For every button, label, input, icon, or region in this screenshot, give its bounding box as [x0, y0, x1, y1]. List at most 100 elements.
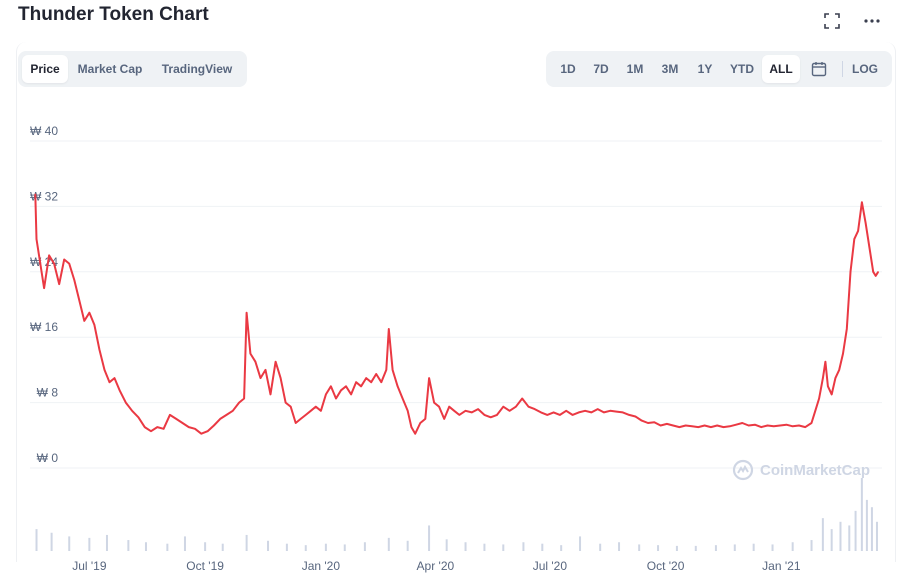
- price-point: [849, 271, 852, 273]
- y-axis-ticks: ₩ 0₩ 8₩ 16₩ 24₩ 32₩ 40: [30, 124, 58, 465]
- log-toggle[interactable]: LOG: [852, 62, 878, 76]
- price-point: [527, 406, 530, 408]
- price-line[interactable]: [34, 194, 880, 435]
- volume-bar: [267, 540, 270, 551]
- range-1y[interactable]: 1Y: [697, 62, 713, 76]
- price-point: [345, 385, 347, 387]
- x-tick-label: Jan '20: [302, 559, 341, 573]
- price-point: [156, 426, 158, 428]
- price-point: [269, 393, 272, 395]
- price-point: [515, 406, 517, 408]
- range-1d[interactable]: 1D: [560, 62, 576, 76]
- price-point: [647, 422, 649, 424]
- price-point: [254, 361, 256, 363]
- range-1m[interactable]: 1M: [626, 62, 644, 76]
- volume-bar: [363, 542, 366, 551]
- price-point: [443, 418, 445, 420]
- price-point: [766, 424, 769, 427]
- chart-title: Thunder Token Chart: [18, 4, 209, 25]
- price-point: [534, 408, 536, 410]
- price-point: [458, 414, 460, 416]
- price-point: [754, 424, 756, 426]
- price-point: [685, 424, 687, 427]
- volume-bar: [304, 545, 307, 551]
- price-point: [380, 381, 382, 383]
- price-point: [814, 410, 816, 412]
- range-divider: [842, 61, 843, 77]
- coinmarketcap-watermark: CoinMarketCap: [732, 459, 870, 481]
- price-point: [666, 423, 668, 425]
- volume-bar: [675, 545, 678, 551]
- x-tick-label: Jul '19: [72, 559, 107, 573]
- price-point: [103, 369, 106, 371]
- range-selector: 1D 7D 1M 3M 1Y YTD ALL LOG: [546, 51, 892, 87]
- price-point: [471, 411, 473, 413]
- price-point: [722, 426, 725, 428]
- price-point: [169, 414, 171, 416]
- price-point: [634, 415, 637, 418]
- more-icon[interactable]: [862, 11, 882, 31]
- price-point: [181, 422, 184, 424]
- volume-bar: [245, 534, 248, 551]
- price-point: [360, 385, 362, 387]
- price-point: [490, 416, 492, 418]
- price-point: [58, 283, 60, 285]
- price-point: [846, 328, 848, 330]
- volume-bar: [522, 542, 525, 551]
- volume-bar: [221, 543, 224, 551]
- price-point: [53, 263, 55, 265]
- volume-bar: [638, 544, 641, 551]
- price-point: [137, 416, 139, 418]
- volume-bar: [560, 545, 563, 551]
- range-all[interactable]: ALL: [762, 55, 800, 83]
- price-point: [392, 369, 394, 371]
- price-point: [453, 410, 455, 412]
- range-3m[interactable]: 3M: [661, 62, 679, 76]
- calendar-icon[interactable]: [800, 55, 838, 83]
- price-point: [73, 279, 75, 281]
- price-point: [842, 353, 844, 355]
- tab-market-cap[interactable]: Market Cap: [77, 62, 143, 76]
- price-point: [875, 275, 877, 277]
- range-ytd[interactable]: YTD: [730, 62, 754, 76]
- price-point: [464, 410, 467, 412]
- tab-price[interactable]: Price: [22, 55, 68, 83]
- volume-bar: [830, 529, 833, 551]
- y-tick-label: ₩ 16: [30, 320, 58, 334]
- price-point: [824, 361, 827, 363]
- grid-lines: [30, 140, 882, 469]
- y-tick-label: ₩ 32: [30, 189, 58, 203]
- volume-bar: [68, 536, 71, 551]
- price-point: [660, 424, 662, 427]
- chart-type-tabs: Price Market Cap TradingView: [18, 51, 247, 87]
- tab-tradingview[interactable]: TradingView: [161, 62, 233, 76]
- x-tick-label: Oct '20: [647, 559, 685, 573]
- price-point: [365, 377, 367, 379]
- price-point: [225, 414, 228, 416]
- price-point: [414, 433, 416, 435]
- price-point: [340, 389, 342, 391]
- price-point: [678, 426, 681, 428]
- volume-bar: [428, 525, 431, 551]
- price-point: [419, 422, 421, 424]
- price-point: [628, 414, 630, 416]
- price-point: [779, 424, 781, 427]
- fullscreen-icon[interactable]: [822, 11, 842, 31]
- price-point: [385, 369, 387, 371]
- volume-bar: [127, 540, 130, 551]
- price-point: [43, 287, 45, 289]
- price-point: [609, 410, 611, 412]
- price-point: [810, 422, 813, 424]
- price-point: [716, 424, 718, 427]
- price-point: [729, 425, 731, 427]
- volume-bar: [791, 542, 794, 551]
- watermark-text: CoinMarketCap: [760, 461, 871, 479]
- price-point: [397, 385, 399, 387]
- range-7d[interactable]: 7D: [593, 62, 609, 76]
- price-point: [521, 397, 523, 400]
- volume-bar: [285, 543, 288, 551]
- price-point: [243, 397, 245, 400]
- price-point: [428, 377, 430, 379]
- price-point: [388, 328, 390, 330]
